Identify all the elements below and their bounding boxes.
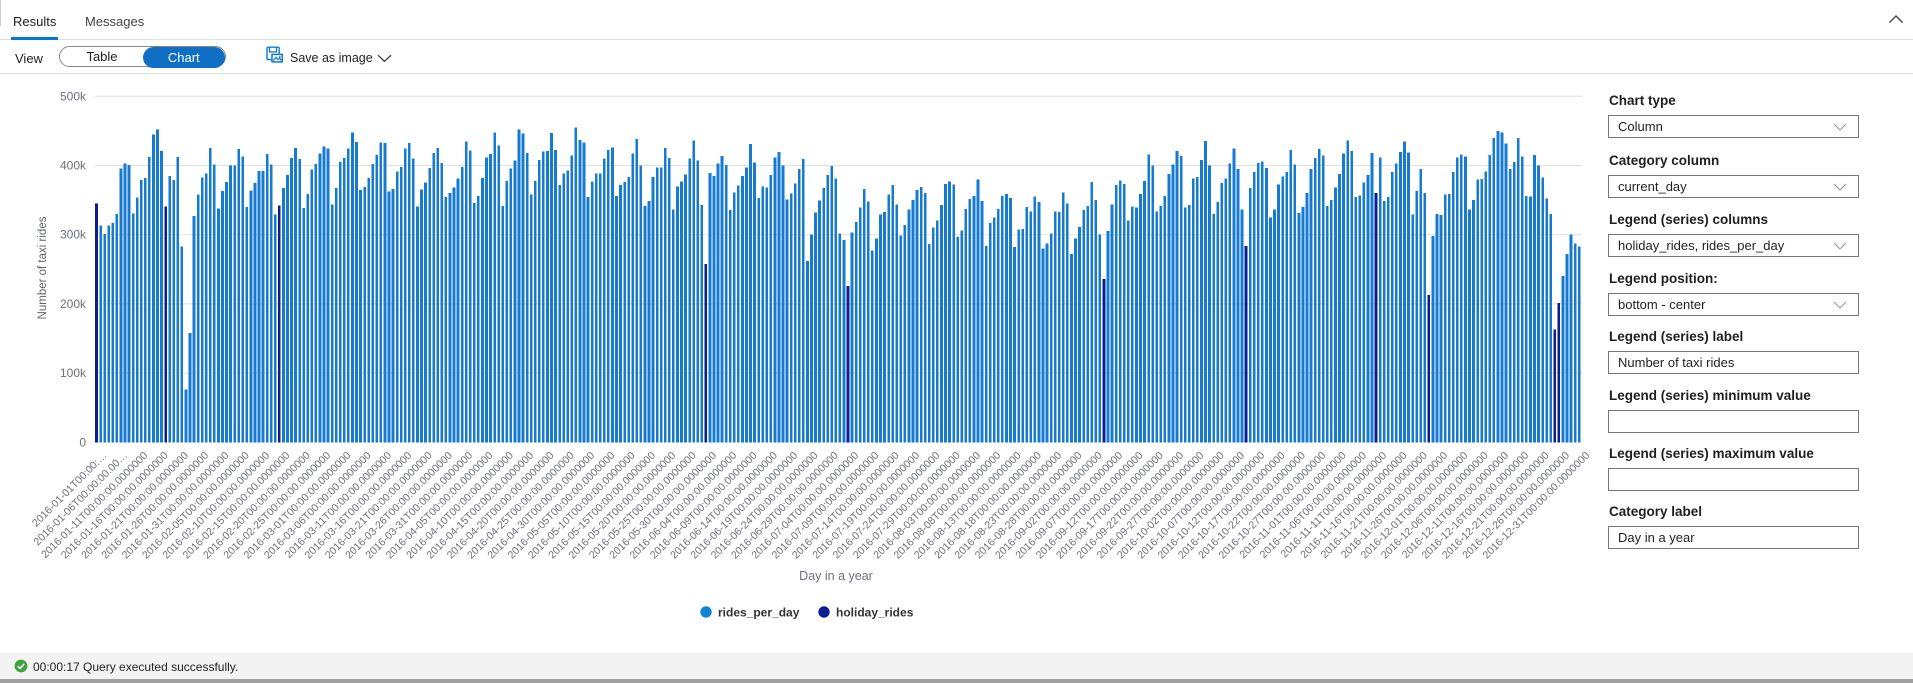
svg-text:rides_per_day: rides_per_day	[718, 606, 800, 620]
svg-text:Day in a year: Day in a year	[799, 569, 873, 583]
svg-text:100k: 100k	[60, 366, 87, 380]
svg-text:holiday_rides: holiday_rides	[836, 606, 914, 620]
svg-text:300k: 300k	[60, 228, 87, 242]
svg-text:500k: 500k	[60, 89, 87, 103]
svg-text:200k: 200k	[60, 297, 87, 311]
svg-text:0: 0	[79, 435, 86, 449]
svg-text:400k: 400k	[60, 159, 87, 173]
svg-text:Number of taxi rides: Number of taxi rides	[37, 216, 49, 319]
